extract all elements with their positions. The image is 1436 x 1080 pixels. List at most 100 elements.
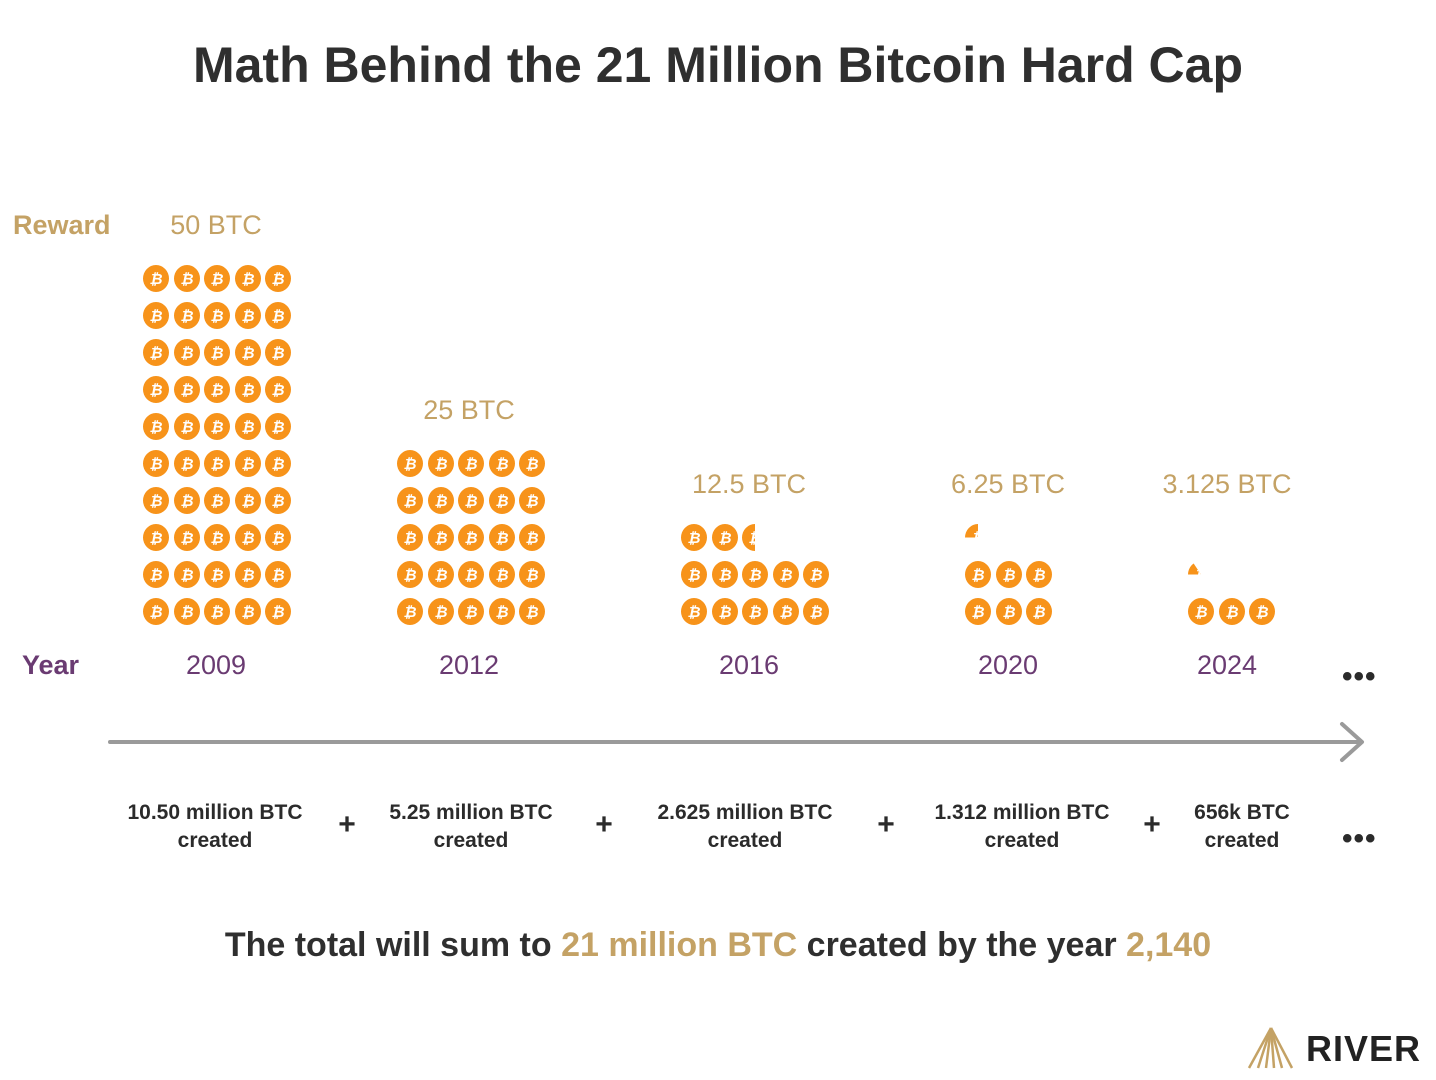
svg-text:₿: ₿ bbox=[211, 418, 224, 436]
svg-text:₿: ₿ bbox=[687, 566, 700, 584]
bitcoin-coin-icon: ₿ bbox=[772, 561, 799, 588]
bitcoin-coin-icon: ₿ bbox=[519, 561, 546, 588]
svg-text:₿: ₿ bbox=[149, 344, 162, 362]
partial-bitcoin-coin-icon: ₿ bbox=[1188, 561, 1214, 588]
svg-text:₿: ₿ bbox=[241, 270, 254, 288]
bitcoin-coin-icon: ₿ bbox=[143, 302, 169, 329]
svg-text:₿: ₿ bbox=[495, 492, 508, 510]
bitcoin-coin-icon: ₿ bbox=[143, 450, 169, 477]
svg-text:₿: ₿ bbox=[749, 603, 762, 621]
svg-text:₿: ₿ bbox=[149, 381, 162, 399]
svg-text:₿: ₿ bbox=[718, 529, 731, 547]
bitcoin-coin-icon: ₿ bbox=[458, 561, 485, 588]
svg-text:₿: ₿ bbox=[180, 566, 193, 584]
bitcoin-coin-icon: ₿ bbox=[234, 450, 261, 477]
svg-text:₿: ₿ bbox=[272, 270, 285, 288]
svg-text:₿: ₿ bbox=[149, 529, 162, 547]
bitcoin-coin-icon: ₿ bbox=[265, 487, 292, 514]
bitcoin-coin-icon: ₿ bbox=[204, 302, 231, 329]
svg-text:₿: ₿ bbox=[211, 492, 224, 510]
bitcoin-coin-icon: ₿ bbox=[711, 524, 738, 551]
svg-text:₿: ₿ bbox=[526, 603, 539, 621]
svg-text:₿: ₿ bbox=[403, 603, 416, 621]
svg-text:₿: ₿ bbox=[180, 529, 193, 547]
svg-text:₿: ₿ bbox=[241, 566, 254, 584]
svg-text:₿: ₿ bbox=[149, 492, 162, 510]
bitcoin-coin-icon: ₿ bbox=[488, 450, 515, 477]
svg-text:₿: ₿ bbox=[211, 603, 224, 621]
svg-text:₿: ₿ bbox=[465, 603, 478, 621]
svg-text:₿: ₿ bbox=[526, 566, 539, 584]
bitcoin-coin-icon: ₿ bbox=[173, 376, 200, 403]
river-logo: RIVER bbox=[1246, 1026, 1436, 1070]
svg-text:₿: ₿ bbox=[434, 529, 447, 547]
bitcoin-coin-icon: ₿ bbox=[173, 487, 200, 514]
svg-text:₿: ₿ bbox=[211, 307, 224, 325]
river-logo-icon bbox=[1247, 1027, 1294, 1069]
bitcoin-coin-icon: ₿ bbox=[173, 413, 200, 440]
btc-created-label: 10.50 million BTC created bbox=[105, 799, 325, 855]
bitcoin-coin-icon: ₿ bbox=[265, 598, 292, 625]
svg-text:₿: ₿ bbox=[241, 529, 254, 547]
svg-text:₿: ₿ bbox=[272, 381, 285, 399]
btc-created-label: 5.25 million BTC created bbox=[361, 799, 581, 855]
svg-text:₿: ₿ bbox=[749, 529, 762, 547]
svg-text:₿: ₿ bbox=[272, 344, 285, 362]
svg-text:₿: ₿ bbox=[272, 307, 285, 325]
bitcoin-coin-icon: ₿ bbox=[143, 265, 169, 292]
timeline-continuation-dots: ••• bbox=[1342, 660, 1377, 693]
svg-text:₿: ₿ bbox=[180, 344, 193, 362]
bitcoin-coin-icon: ₿ bbox=[803, 598, 830, 625]
created-amount: 656k BTC bbox=[1194, 801, 1290, 824]
created-amount: 2.625 million BTC bbox=[657, 801, 833, 824]
svg-text:₿: ₿ bbox=[810, 603, 823, 621]
bitcoin-coin-icon: ₿ bbox=[397, 561, 423, 588]
bitcoin-coin-icon: ₿ bbox=[265, 524, 292, 551]
bitcoin-coin-icon: ₿ bbox=[965, 598, 991, 625]
svg-text:₿: ₿ bbox=[1194, 603, 1207, 621]
svg-text:₿: ₿ bbox=[149, 603, 162, 621]
bitcoin-coin-icon: ₿ bbox=[427, 524, 454, 551]
svg-text:₿: ₿ bbox=[465, 455, 478, 473]
sum-continuation-dots: ••• bbox=[1342, 822, 1377, 855]
svg-text:₿: ₿ bbox=[687, 529, 700, 547]
plus-operator: + bbox=[338, 808, 356, 841]
svg-text:₿: ₿ bbox=[495, 455, 508, 473]
svg-text:₿: ₿ bbox=[526, 492, 539, 510]
bitcoin-coin-icon: ₿ bbox=[204, 339, 231, 366]
svg-text:₿: ₿ bbox=[1033, 603, 1046, 621]
svg-text:₿: ₿ bbox=[779, 566, 792, 584]
bitcoin-coin-icon: ₿ bbox=[488, 487, 515, 514]
bitcoin-coin-icon: ₿ bbox=[427, 561, 454, 588]
bitcoin-coin-icon: ₿ bbox=[681, 598, 707, 625]
svg-text:₿: ₿ bbox=[211, 455, 224, 473]
bitcoin-coin-icon: ₿ bbox=[772, 598, 799, 625]
svg-text:₿: ₿ bbox=[1194, 566, 1207, 584]
svg-text:₿: ₿ bbox=[241, 418, 254, 436]
bitcoin-coin-icon: ₿ bbox=[995, 561, 1022, 588]
svg-text:₿: ₿ bbox=[272, 566, 285, 584]
bitcoin-coin-icon: ₿ bbox=[1188, 598, 1214, 625]
bitcoin-coin-icon: ₿ bbox=[1026, 561, 1053, 588]
timeline-arrow bbox=[108, 722, 1364, 762]
bitcoin-coin-icon: ₿ bbox=[234, 265, 261, 292]
svg-text:₿: ₿ bbox=[149, 418, 162, 436]
river-logo-text: RIVER bbox=[1306, 1028, 1422, 1069]
summary-text: The total will sum to 21 million BTC cre… bbox=[0, 926, 1436, 965]
bitcoin-coin-icon: ₿ bbox=[965, 561, 991, 588]
svg-text:₿: ₿ bbox=[1033, 566, 1046, 584]
bitcoin-coin-icon: ₿ bbox=[234, 339, 261, 366]
svg-text:₿: ₿ bbox=[495, 566, 508, 584]
bitcoin-coin-icon: ₿ bbox=[397, 598, 423, 625]
bitcoin-coin-icon: ₿ bbox=[265, 265, 292, 292]
bitcoin-coin-icon: ₿ bbox=[204, 561, 231, 588]
bitcoin-coin-icon: ₿ bbox=[204, 265, 231, 292]
partial-bitcoin-coin-icon: ₿ bbox=[742, 524, 768, 551]
bitcoin-coin-icon: ₿ bbox=[204, 487, 231, 514]
bitcoin-coin-icon: ₿ bbox=[265, 376, 292, 403]
svg-text:₿: ₿ bbox=[779, 603, 792, 621]
year-tick-label: 2016 bbox=[718, 650, 780, 680]
bitcoin-coin-icon: ₿ bbox=[488, 524, 515, 551]
summary-part: The total will sum to bbox=[224, 926, 562, 964]
bitcoin-coin-icon: ₿ bbox=[143, 413, 169, 440]
